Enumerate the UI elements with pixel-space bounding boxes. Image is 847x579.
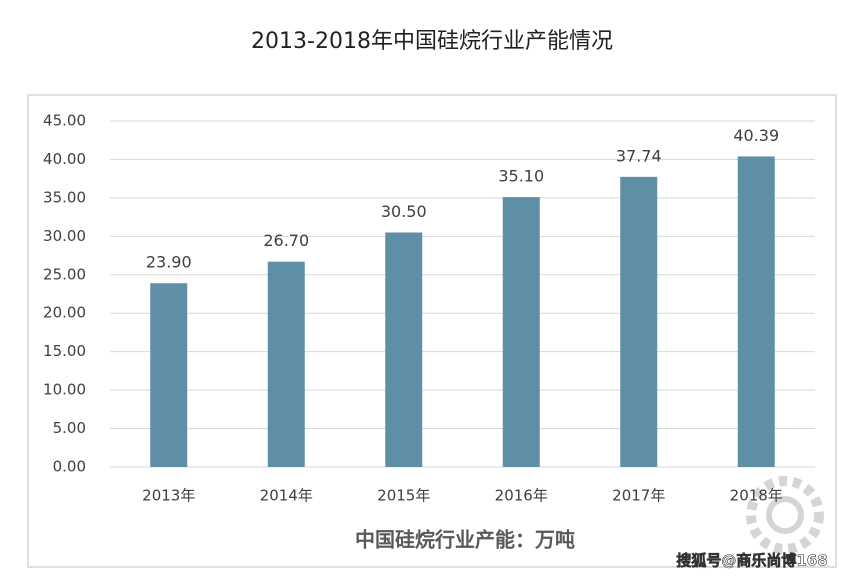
y-tick-label: 30.00: [43, 227, 86, 245]
value-label: 23.90: [146, 253, 192, 272]
value-label: 40.39: [733, 126, 779, 145]
x-tick-label: 2018年: [730, 487, 783, 505]
logo: [746, 476, 824, 554]
value-label: 35.10: [498, 167, 544, 186]
value-label: 26.70: [263, 231, 309, 250]
y-tick-label: 45.00: [43, 112, 86, 130]
y-tick-label: 0.00: [53, 458, 86, 476]
plot-frame: [27, 94, 837, 568]
bar: [150, 283, 188, 467]
y-tick-label: 15.00: [43, 342, 86, 360]
y-tick-label: 20.00: [43, 304, 86, 322]
chart-title: 2013-2018年中国硅烷行业产能情况: [251, 29, 613, 54]
watermark: 搜狐号@商乐尚博168: [676, 552, 827, 570]
value-label: 37.74: [616, 146, 662, 165]
bar: [267, 261, 305, 467]
y-tick-label: 35.00: [43, 188, 86, 206]
x-tick-label: 2016年: [495, 487, 548, 505]
bar: [502, 197, 540, 467]
x-axis-title: 中国硅烷行业产能：万吨: [355, 528, 575, 552]
x-tick-label: 2017年: [612, 487, 665, 505]
bar: [620, 176, 658, 467]
value-label: 30.50: [381, 202, 427, 221]
x-tick-label: 2015年: [377, 487, 430, 505]
bar: [385, 232, 423, 467]
bar: [737, 156, 775, 467]
y-tick-label: 5.00: [53, 419, 86, 437]
x-tick-label: 2013年: [142, 487, 195, 505]
y-tick-label: 40.00: [43, 150, 86, 168]
y-tick-label: 25.00: [43, 265, 86, 283]
x-tick-label: 2014年: [260, 487, 313, 505]
y-tick-label: 10.00: [43, 381, 86, 399]
